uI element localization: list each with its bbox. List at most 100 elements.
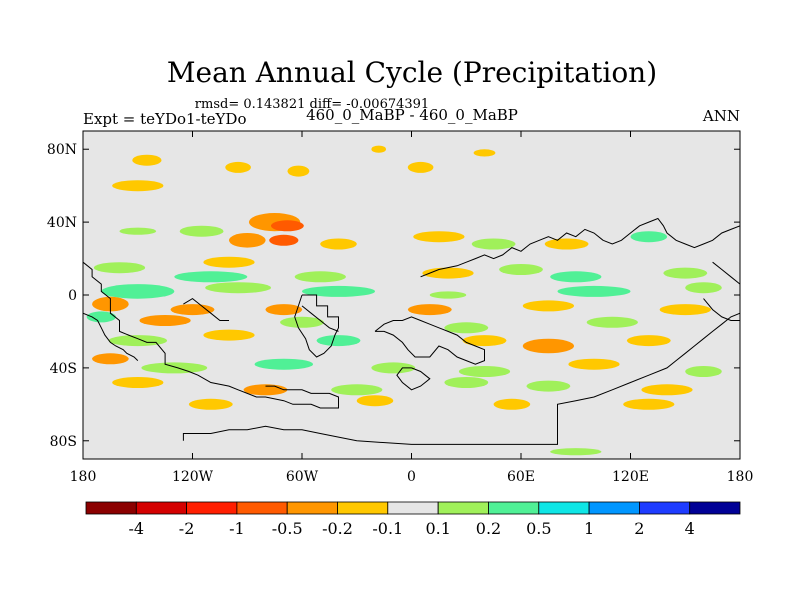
anomaly-cell (641, 384, 693, 396)
colorbar-swatch (437, 501, 489, 515)
anomaly-cell (685, 366, 722, 377)
colorbar-swatch (85, 501, 137, 515)
anomaly-cell (550, 271, 602, 283)
anomaly-cell (229, 233, 266, 248)
colorbar-swatch (689, 501, 741, 515)
colorbar-label: -4 (129, 519, 145, 538)
coastline (396, 367, 431, 391)
colorbar-label: 1 (584, 519, 594, 538)
anomaly-cell (331, 384, 383, 396)
anomaly-cell (101, 284, 175, 299)
coastline (712, 261, 740, 285)
anomaly-cell (493, 398, 531, 410)
anomaly-cell (254, 358, 313, 370)
anomaly-cell (93, 262, 146, 274)
anomaly-cell (630, 231, 668, 243)
anomaly-cell (659, 304, 711, 316)
anomaly-cell (86, 311, 116, 323)
x-tick-label: 180 (70, 469, 97, 485)
colorbar-swatch (488, 501, 540, 515)
anomaly-cell (203, 256, 255, 268)
anomaly-cell (407, 304, 452, 316)
coastline (83, 261, 339, 409)
anomaly-cell (550, 448, 602, 456)
anomaly-cell (663, 267, 708, 279)
map-background (83, 131, 740, 459)
anomaly-cell (139, 315, 191, 326)
x-tick-label: 120E (612, 469, 649, 485)
colorbar-swatch (186, 501, 238, 515)
anomaly-cell (462, 335, 507, 347)
anomaly-cell (568, 358, 620, 370)
colorbar-swatch (588, 501, 640, 515)
coastline (294, 294, 339, 358)
anomaly-cell (473, 149, 496, 157)
colorbar-label: -0.2 (322, 519, 353, 538)
colorbar-swatch (135, 501, 188, 515)
colorbar-label: -0.5 (272, 519, 303, 538)
anomaly-cell (320, 238, 357, 250)
anomaly-cell (119, 227, 157, 235)
colorbar-label: 0.5 (526, 519, 551, 538)
coastline (703, 298, 740, 321)
period-label: 460_0_MaBP - 460_0_MaBP (306, 106, 518, 124)
anomaly-cell (422, 267, 474, 279)
x-tick-label: 60E (507, 469, 535, 485)
anomaly-field (86, 145, 722, 456)
anomaly-cell (522, 300, 575, 312)
anomaly-cell (92, 353, 129, 365)
y-tick-label: 0 (68, 288, 77, 304)
anomaly-cell (225, 161, 251, 173)
colorbar-label: 0.2 (476, 519, 501, 538)
anomaly-cell (294, 271, 346, 283)
anomaly-cell (407, 161, 434, 173)
colorbar-label: 2 (634, 519, 644, 538)
anomaly-cell (544, 238, 589, 250)
colorbar-swatch (387, 501, 439, 515)
anomaly-cell (356, 395, 394, 407)
colorbar-swatch (236, 501, 288, 515)
anomaly-cell (170, 304, 215, 316)
anomaly-cell (287, 165, 310, 177)
anomaly-cell (444, 322, 489, 334)
anomaly-cell (685, 282, 722, 294)
coastline (374, 316, 485, 365)
colorbar-swatch (337, 501, 389, 515)
colorbar-swatch (538, 501, 590, 515)
anomaly-cell (271, 220, 304, 232)
anomaly-cell (371, 362, 416, 374)
anomaly-cell (179, 225, 224, 237)
colorbar-swatch (286, 501, 338, 515)
anomaly-cell (205, 282, 271, 294)
anomaly-cell (141, 362, 208, 374)
season-label: ANN (702, 107, 740, 125)
colorbar-label: 0.1 (425, 519, 450, 538)
anomaly-cell (499, 264, 543, 275)
anomaly-cell (112, 180, 164, 192)
experiment-label: Expt = teYDo1-teYDo (83, 110, 246, 128)
colorbar-label: -2 (179, 519, 195, 538)
coastline (420, 228, 604, 278)
axes: 180 120W 60W 0 60E 120E 180 80N 40N 0 40S 80S (47, 131, 753, 485)
coastline (83, 312, 139, 361)
anomaly-cell (586, 316, 638, 328)
colorbar-swatch (639, 501, 691, 515)
anomaly-cell (429, 291, 467, 299)
anomaly-cell (112, 377, 164, 388)
anomaly-cell (623, 398, 675, 410)
map-area (82, 130, 741, 460)
y-tick-label: 80S (50, 434, 77, 450)
colorbar-label: 4 (685, 519, 695, 538)
x-tick-label: 0 (407, 469, 416, 485)
anomaly-cell (522, 338, 575, 354)
coastline (183, 297, 229, 321)
anomaly-cell (557, 285, 631, 297)
x-tick-label: 120W (172, 469, 214, 485)
coastline (301, 305, 339, 332)
anomaly-cell (269, 234, 299, 246)
y-tick-label: 80N (47, 142, 77, 158)
coastline (602, 217, 740, 249)
anomaly-cell (188, 398, 233, 410)
anomaly-cell (265, 304, 303, 316)
